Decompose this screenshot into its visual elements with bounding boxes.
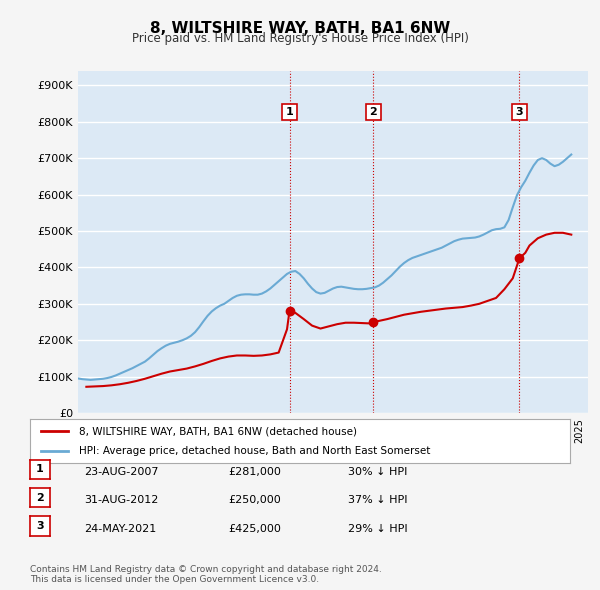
Text: £425,000: £425,000 <box>228 524 281 533</box>
Text: Contains HM Land Registry data © Crown copyright and database right 2024.
This d: Contains HM Land Registry data © Crown c… <box>30 565 382 584</box>
Text: 1: 1 <box>36 464 44 474</box>
Text: 3: 3 <box>36 521 44 531</box>
Text: 31-AUG-2012: 31-AUG-2012 <box>84 496 158 505</box>
Text: £250,000: £250,000 <box>228 496 281 505</box>
Text: 2: 2 <box>36 493 44 503</box>
Text: 8, WILTSHIRE WAY, BATH, BA1 6NW: 8, WILTSHIRE WAY, BATH, BA1 6NW <box>150 21 450 35</box>
Text: 8, WILTSHIRE WAY, BATH, BA1 6NW (detached house): 8, WILTSHIRE WAY, BATH, BA1 6NW (detache… <box>79 427 356 436</box>
Text: 2: 2 <box>370 107 377 117</box>
Text: 37% ↓ HPI: 37% ↓ HPI <box>348 496 407 505</box>
Text: 3: 3 <box>515 107 523 117</box>
Text: 24-MAY-2021: 24-MAY-2021 <box>84 524 156 533</box>
Text: £281,000: £281,000 <box>228 467 281 477</box>
Text: 30% ↓ HPI: 30% ↓ HPI <box>348 467 407 477</box>
Text: Price paid vs. HM Land Registry's House Price Index (HPI): Price paid vs. HM Land Registry's House … <box>131 32 469 45</box>
Text: HPI: Average price, detached house, Bath and North East Somerset: HPI: Average price, detached house, Bath… <box>79 446 430 455</box>
Text: 23-AUG-2007: 23-AUG-2007 <box>84 467 158 477</box>
Text: 1: 1 <box>286 107 293 117</box>
Text: 29% ↓ HPI: 29% ↓ HPI <box>348 524 407 533</box>
